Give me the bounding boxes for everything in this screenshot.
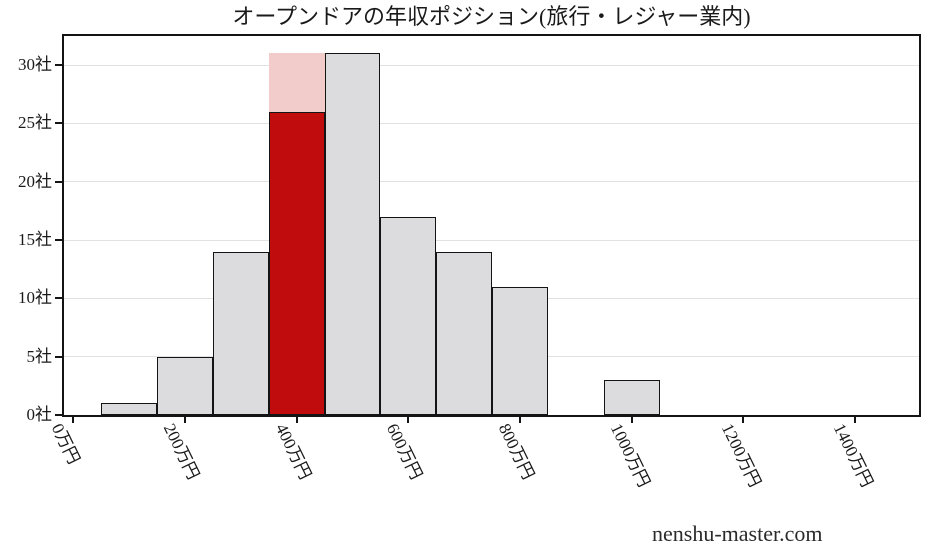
histogram-bar <box>101 403 158 415</box>
x-tick-mark <box>518 416 521 423</box>
y-tick-mark <box>55 238 62 241</box>
chart-title: オープンドアの年収ポジション(旅行・レジャー業内) <box>232 4 751 29</box>
y-tick-label: 20社 <box>18 171 52 191</box>
x-tick-label: 200万円 <box>159 420 203 483</box>
y-tick-label: 15社 <box>18 229 52 249</box>
histogram-bar <box>157 356 213 415</box>
y-tick-label: 5社 <box>26 346 53 366</box>
gridline <box>64 122 919 124</box>
x-tick-label: 1200万円 <box>718 420 766 491</box>
gridline <box>64 239 919 241</box>
y-tick-mark <box>55 180 62 183</box>
x-tick-label: 800万円 <box>494 420 538 483</box>
histogram-bar <box>603 380 660 415</box>
x-tick-mark <box>630 416 633 423</box>
x-tick-mark <box>72 416 75 423</box>
x-tick-label: 1000万円 <box>606 420 654 491</box>
y-tick-label: 0社 <box>26 405 53 424</box>
x-tick-label: 400万円 <box>271 420 315 483</box>
x-tick-label: 600万円 <box>383 420 427 483</box>
gridline <box>64 181 919 183</box>
y-tick-mark <box>55 297 62 300</box>
plot-area <box>62 34 921 417</box>
x-tick-mark <box>295 416 298 423</box>
y-tick-label: 25社 <box>18 113 52 133</box>
x-tick-mark <box>853 416 856 423</box>
y-tick-label: 30社 <box>18 54 52 74</box>
y-tick-mark <box>55 355 62 358</box>
y-tick-mark <box>55 414 62 416</box>
watermark: nenshu-master.com <box>652 521 823 546</box>
histogram-bar <box>436 251 493 415</box>
histogram-bar <box>212 251 269 415</box>
y-tick-mark <box>55 122 62 125</box>
x-tick-mark <box>742 416 745 423</box>
histogram-bar <box>380 216 437 415</box>
company-highlight-bar <box>268 111 325 415</box>
x-tick-mark <box>407 416 410 423</box>
gridline <box>64 64 919 66</box>
histogram-bar <box>492 286 548 415</box>
x-tick-label: 1400万円 <box>829 420 877 491</box>
x-tick-label: 0万円 <box>48 420 84 468</box>
y-tick-mark <box>55 63 62 66</box>
histogram-bar <box>324 53 381 415</box>
x-tick-mark <box>183 416 186 423</box>
y-tick-label: 10社 <box>18 288 52 308</box>
